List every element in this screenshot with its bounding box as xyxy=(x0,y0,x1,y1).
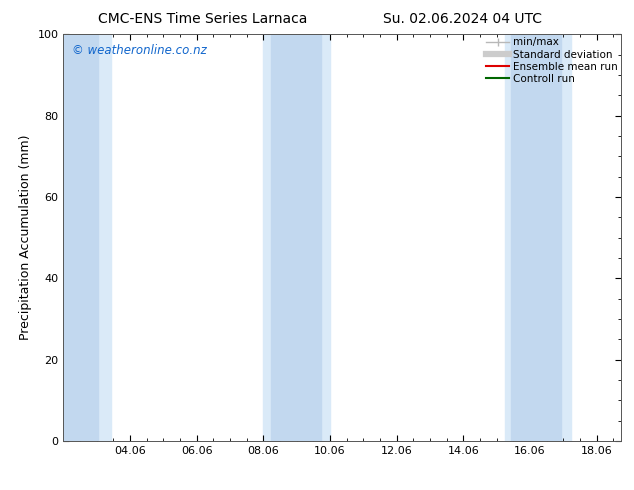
Bar xyxy=(505,34,571,441)
Y-axis label: Precipitation Accumulation (mm): Precipitation Accumulation (mm) xyxy=(19,135,32,341)
Bar xyxy=(263,34,330,441)
Bar xyxy=(63,34,98,441)
Text: CMC-ENS Time Series Larnaca: CMC-ENS Time Series Larnaca xyxy=(98,12,307,26)
Bar xyxy=(512,34,561,441)
Legend: min/max, Standard deviation, Ensemble mean run, Controll run: min/max, Standard deviation, Ensemble me… xyxy=(484,35,620,86)
Bar xyxy=(63,34,112,441)
Text: Su. 02.06.2024 04 UTC: Su. 02.06.2024 04 UTC xyxy=(384,12,542,26)
Text: © weatheronline.co.nz: © weatheronline.co.nz xyxy=(72,45,207,57)
Bar xyxy=(271,34,321,441)
